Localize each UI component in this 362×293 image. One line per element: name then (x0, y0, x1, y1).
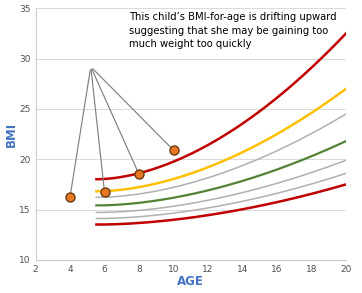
Y-axis label: BMI: BMI (5, 122, 18, 147)
X-axis label: AGE: AGE (177, 275, 204, 288)
Text: This child’s BMI-for-age is drifting upward
suggesting that she may be gaining t: This child’s BMI-for-age is drifting upw… (129, 12, 336, 49)
